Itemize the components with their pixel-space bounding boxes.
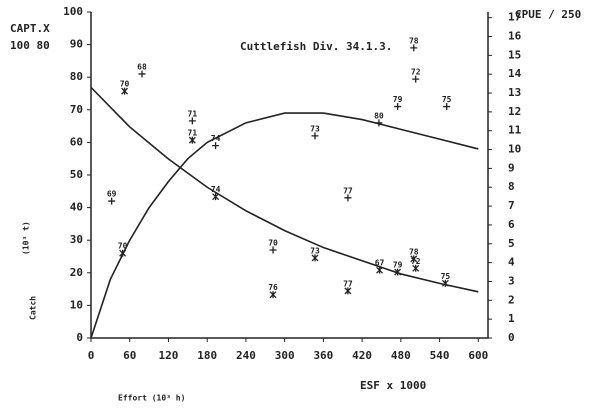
chart-title: Cuttlefish Div. 34.1.3. xyxy=(240,40,392,53)
y2-tick-label: 14 xyxy=(508,67,522,80)
point-label: 75 xyxy=(442,95,452,104)
y2-tick-label: 4 xyxy=(508,256,515,269)
point xyxy=(269,291,277,299)
point xyxy=(344,194,352,202)
annotation: Catch xyxy=(29,296,38,320)
x-tick-label: 120 xyxy=(159,349,179,362)
point-label: 78 xyxy=(409,36,419,45)
x-tick-label: 180 xyxy=(197,349,217,362)
point-label: 70 xyxy=(120,80,130,89)
x-tick-label: 0 xyxy=(88,349,95,362)
y2-tick-label: 11 xyxy=(508,124,522,137)
y-tick-label: 60 xyxy=(70,135,83,148)
y2-tick-label: 17 xyxy=(508,11,521,24)
x-tick-label: 300 xyxy=(275,349,295,362)
point xyxy=(212,193,220,201)
plot-frame xyxy=(90,12,489,339)
point-label: 76 xyxy=(268,283,278,292)
y-axis-sublabel: 100 80 xyxy=(10,39,50,52)
point-label: 70 xyxy=(268,238,278,247)
point-label: 71 xyxy=(188,109,198,118)
point-label: 75 xyxy=(441,272,451,281)
point xyxy=(394,103,402,111)
y-tick-label: 90 xyxy=(70,38,83,51)
y2-tick-label: 16 xyxy=(508,29,522,42)
y-axis-label: CAPT.X xyxy=(10,22,50,35)
point xyxy=(138,70,146,78)
y2-tick-label: 15 xyxy=(508,48,521,61)
y-tick-label: 20 xyxy=(70,266,83,279)
y2-tick-label: 2 xyxy=(508,293,515,306)
point-label: 70 xyxy=(118,242,128,251)
y2-tick-label: 10 xyxy=(508,143,521,156)
x-tick-label: 360 xyxy=(313,349,333,362)
y-tick-label: 100 xyxy=(63,5,83,18)
point-label: 69 xyxy=(107,190,117,199)
point-label: 68 xyxy=(137,62,147,71)
y-tick-label: 80 xyxy=(70,70,83,83)
point xyxy=(188,136,196,144)
x-tick-label: 480 xyxy=(391,349,411,362)
x-tick-label: 60 xyxy=(123,349,136,362)
annotation: Effort (10³ h) xyxy=(118,394,185,403)
y-tick-label: 70 xyxy=(70,103,83,116)
y2-tick-label: 9 xyxy=(508,161,515,174)
point xyxy=(311,254,319,262)
y-tick-label: 0 xyxy=(76,331,83,344)
x-tick-label: 420 xyxy=(352,349,372,362)
y2-tick-label: 0 xyxy=(508,331,515,344)
point xyxy=(188,117,196,125)
point xyxy=(410,255,418,263)
point-label: 67 xyxy=(375,259,385,268)
point xyxy=(311,132,319,140)
x-tick-label: 540 xyxy=(430,349,450,362)
point-label: 73 xyxy=(310,124,320,133)
point-label: 74 xyxy=(211,185,221,194)
point xyxy=(344,287,352,295)
y2-tick-label: 1 xyxy=(508,312,515,325)
point xyxy=(212,142,220,150)
point xyxy=(121,87,129,95)
y2-tick-label: 6 xyxy=(508,218,515,231)
point-label: 77 xyxy=(343,186,353,195)
y2-axis-label: CPUE / 250 xyxy=(515,8,581,21)
y-tick-label: 30 xyxy=(70,233,83,246)
y2-tick-label: 13 xyxy=(508,86,521,99)
x-tick-label: 240 xyxy=(236,349,256,362)
point-label: 80 xyxy=(374,111,384,120)
y-tick-label: 10 xyxy=(70,298,83,311)
y2-tick-label: 7 xyxy=(508,199,515,212)
y2-tick-label: 5 xyxy=(508,237,515,250)
x-axis-label: ESF x 1000 xyxy=(360,379,426,392)
point-label: 73 xyxy=(310,246,320,255)
point xyxy=(108,197,116,205)
point-label: 71 xyxy=(188,129,198,138)
point-label: 79 xyxy=(393,95,403,104)
curve xyxy=(90,86,479,293)
point xyxy=(410,44,418,52)
point xyxy=(269,246,277,254)
point xyxy=(443,103,451,111)
point-label: 77 xyxy=(343,279,353,288)
point xyxy=(412,264,420,272)
y2-tick-label: 8 xyxy=(508,180,515,193)
point-label: 72 xyxy=(411,68,421,77)
point-label: 79 xyxy=(393,261,403,270)
point-label: 72 xyxy=(411,257,421,266)
point xyxy=(412,75,420,83)
y2-tick-label: 3 xyxy=(508,274,515,287)
point-label: 78 xyxy=(409,247,419,256)
y2-tick-label: 12 xyxy=(508,105,521,118)
y-tick-label: 40 xyxy=(70,201,83,214)
y-tick-label: 50 xyxy=(70,168,83,181)
curve xyxy=(90,112,479,339)
x-tick-label: 600 xyxy=(468,349,488,362)
annotation: (10³ t) xyxy=(22,221,31,255)
